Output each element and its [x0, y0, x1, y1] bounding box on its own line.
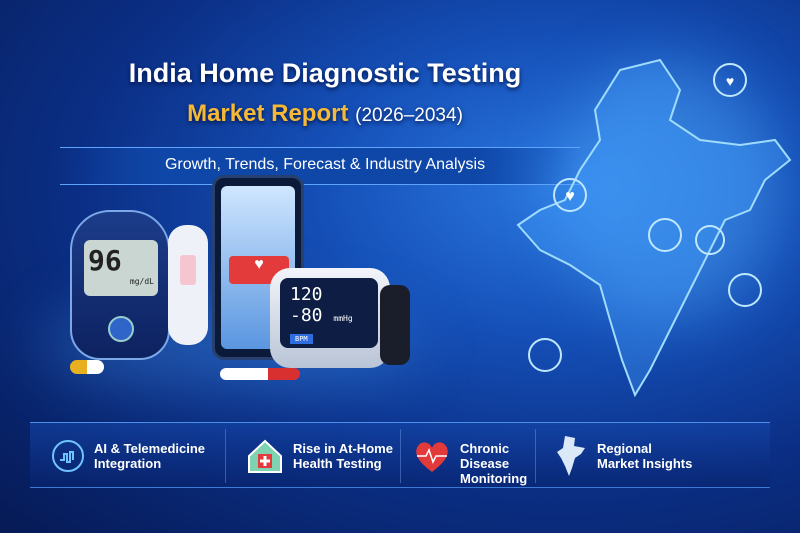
feature-label: Rise in At-Home Health Testing	[293, 441, 393, 471]
divider	[225, 429, 226, 483]
feature-label: Chronic Disease Monitoring	[460, 440, 528, 486]
smartphone: ♥	[212, 175, 304, 360]
bp-screen: 120 -80 mmHg BPM	[280, 278, 378, 348]
bp-systolic: 120	[290, 284, 323, 305]
page-title: India Home Diagnostic Testing	[128, 58, 522, 88]
divider	[535, 429, 536, 483]
feature-regional-insights: Regional Market Insights	[555, 423, 692, 489]
page-subtitle: Market Report (2026–2034)	[100, 100, 550, 128]
map-glow	[560, 60, 780, 320]
svg-text:♥: ♥	[726, 73, 734, 89]
feature-bar: AI & Telemedicine Integration Rise in At…	[30, 422, 770, 488]
svg-text:♥: ♥	[565, 188, 575, 205]
glucose-unit: mg/dL	[129, 277, 154, 286]
feature-chronic-disease: Chronic Disease Monitoring	[412, 423, 527, 489]
bp-monitor: 120 -80 mmHg BPM	[270, 268, 390, 368]
feature-label: Regional Market Insights	[597, 441, 693, 471]
phone-screen: ♥	[221, 186, 295, 349]
feature-label: AI & Telemedicine Integration	[94, 441, 206, 471]
test-strip-device	[168, 225, 208, 345]
test-window	[180, 255, 196, 285]
home-medical-icon	[248, 439, 282, 473]
year-range: (2026–2034)	[355, 105, 463, 126]
feature-ai-telemedicine: AI & Telemedicine Integration	[50, 423, 205, 489]
india-map-icon	[557, 436, 585, 476]
india-map-illustration: ♥ ♥	[516, 58, 792, 398]
glucometer-screen: 96 mg/dL	[84, 240, 158, 296]
tagline: Growth, Trends, Forecast & Industry Anal…	[164, 156, 486, 173]
pill-icon	[70, 360, 104, 374]
feature-at-home-testing: Rise in At-Home Health Testing	[245, 423, 393, 489]
subtitle-text: Market Report	[187, 100, 349, 127]
glucometer-button	[108, 316, 134, 342]
bp-unit: mmHg	[333, 314, 353, 323]
tagline-band	[60, 147, 580, 185]
heart-pulse-icon	[416, 442, 448, 472]
glucometer: 96 mg/dL	[70, 210, 170, 360]
lancet-icon	[220, 368, 300, 380]
divider	[400, 429, 401, 483]
glucose-value: 96	[88, 244, 122, 277]
bpm-label: BPM	[290, 334, 313, 344]
ai-brain-icon	[52, 440, 84, 472]
bp-diastolic: 80	[300, 305, 323, 326]
bp-cuff	[380, 285, 410, 365]
